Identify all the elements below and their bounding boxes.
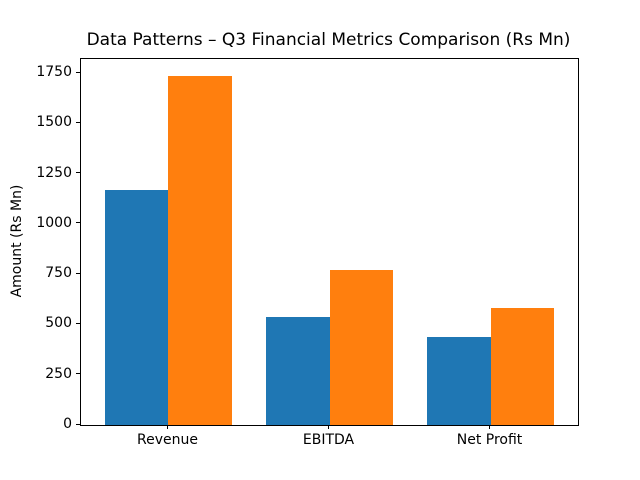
y-tick-mark	[76, 373, 80, 375]
y-tick-label: 1250	[36, 164, 72, 181]
x-tick-mark	[328, 425, 329, 429]
y-tick-mark	[76, 71, 80, 73]
bar-revenue-blue	[104, 189, 169, 425]
x-tick-label-revenue: Revenue	[136, 432, 198, 448]
y-tick-mark	[76, 272, 80, 274]
x-tick-mark	[166, 425, 168, 429]
y-axis-label: Amount (Rs Mn)	[9, 184, 25, 298]
y-tick-label: 1000	[36, 214, 72, 231]
bar-net-profit-orange	[490, 308, 555, 425]
y-tick-label: 1750	[36, 64, 72, 81]
y-tick-label: 0	[63, 416, 72, 432]
plot-area	[80, 58, 579, 426]
y-tick-label: 1500	[36, 114, 72, 131]
y-tick-mark	[76, 172, 80, 174]
y-tick-label: 750	[45, 265, 72, 282]
bar-revenue-orange	[168, 76, 232, 425]
x-tick-mark	[489, 425, 491, 429]
y-tick-mark	[76, 322, 80, 324]
bar-ebitda-orange	[329, 270, 393, 425]
bar-net-profit-blue	[427, 336, 491, 425]
y-tick-label: 250	[45, 365, 72, 382]
y-tick-mark	[76, 222, 80, 224]
bar-ebitda-blue	[266, 317, 330, 425]
chart-title: Data Patterns – Q3 Financial Metrics Com…	[86, 30, 571, 50]
y-tick-mark	[76, 423, 80, 425]
x-tick-label-net-profit: Net Profit	[456, 432, 523, 448]
y-tick-label: 500	[45, 315, 72, 332]
x-tick-label-ebitda: EBITDA	[302, 432, 355, 448]
y-tick-mark	[76, 121, 80, 123]
